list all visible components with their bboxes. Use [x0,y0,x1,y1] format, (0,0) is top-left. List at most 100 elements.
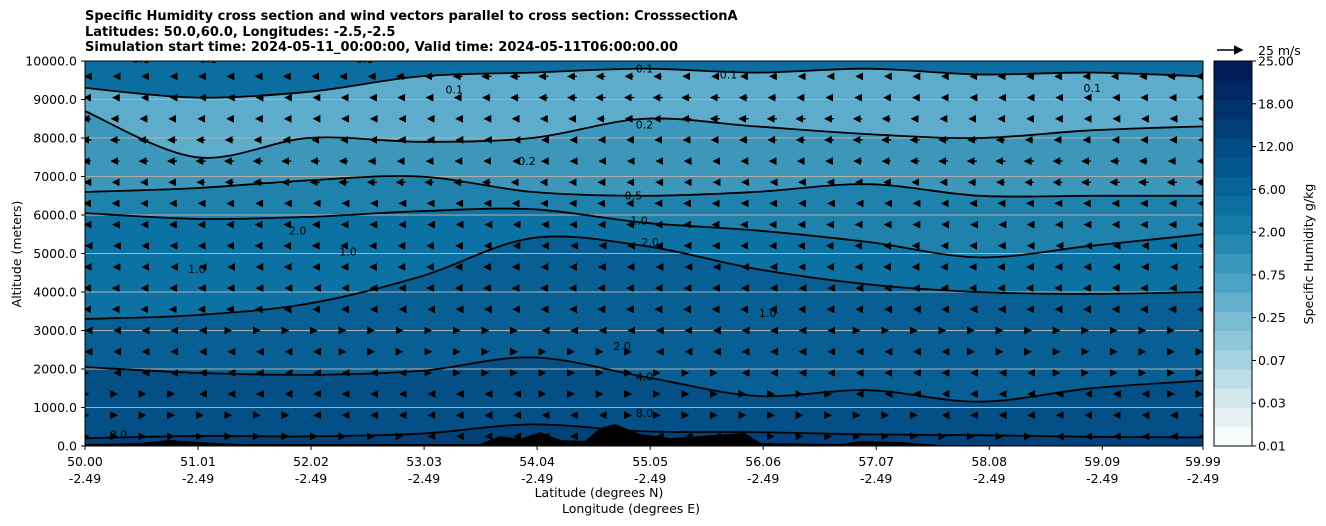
contour-label: 0.5 [625,190,643,203]
x-tick-label-lon: -2.49 [521,471,553,486]
contour-label: 0.1 [132,53,150,66]
title-line-2: Latitudes: 50.0,60.0, Longitudes: -2.5,-… [85,24,396,40]
contour-label: 1.0 [759,307,777,320]
colorbar-swatch [1214,118,1252,139]
contour-line-1.0 [85,207,1203,259]
y-tick-label: 9000.0 [33,92,77,107]
y-tick-label: 6000.0 [33,208,77,223]
contour-line-0.1 [85,67,1203,99]
contour-line-4.0 [85,356,1203,403]
colorbar-swatch [1214,272,1252,293]
colorbar-tick-label: 18.00 [1258,96,1294,111]
contour-line-0.2 [85,110,1203,159]
contour-line-8.0 [85,423,1203,440]
chart-title: Specific Humidity cross section and wind… [85,9,738,56]
colorbar-swatch [1214,80,1252,100]
title-line-1: Specific Humidity cross section and wind… [85,9,738,24]
x-tick-label-lat: 53.03 [406,454,442,469]
x-tick-label-lat: 59.09 [1084,454,1120,469]
x-tick-label-lon: -2.49 [295,471,327,486]
colorbar-swatch [1214,330,1252,351]
band-below-4.0 [85,357,1203,446]
colorbar-frame [1213,60,1253,447]
colorbar-tick-label: 2.00 [1258,225,1286,240]
y-tick-label: 3000.0 [33,323,77,338]
colorbar-swatch [1214,215,1252,235]
colorbar-tick-label: 0.01 [1258,439,1286,454]
quiver-key-label: 25 m/s [1258,43,1301,58]
contour-label: 1.0 [630,215,648,228]
contour-label: 2.0 [613,340,631,353]
x-tick-label-lon: -2.49 [860,471,892,486]
y-axis-label: Altitude (meters) [9,201,24,308]
y-tick-label: 8000.0 [33,131,77,146]
colorbar-swatch [1214,253,1252,274]
contour-label: 0.1 [199,53,217,66]
colorbar-tick-label: 12.00 [1258,139,1294,154]
colorbar-swatch [1214,61,1252,81]
colorbar-tick-label: 25.00 [1258,54,1294,69]
colorbar-swatch [1214,426,1252,447]
colorbar-tick-label: 0.07 [1258,353,1286,368]
contour-label: 0.2 [636,118,654,131]
x-axis-label-longitude: Longitude (degrees E) [562,501,700,516]
x-tick-label-lon: -2.49 [1086,471,1118,486]
colorbar-swatch [1214,234,1252,254]
quiver-key: 25 m/s [1217,43,1301,58]
contour-label: 0.1 [636,63,654,76]
y-tick-label: 7000.0 [33,169,77,184]
colorbar-swatch [1214,388,1252,408]
colorbar-swatch [1214,292,1252,312]
colorbar: 0.01 0.03 0.07 0.25 0.75 2.00 6.00 12.00 18.00 25… [1213,54,1294,454]
colorbar-swatch [1214,157,1252,177]
x-tick-label-lon: -2.49 [1187,471,1219,486]
y-tick-label: 5000.0 [33,246,77,261]
colorbar-swatch [1214,369,1252,389]
contour-label: 0.2 [518,155,536,168]
contour-label: 0.1 [446,84,464,97]
grid [85,99,1203,408]
colorbar-swatch [1214,349,1252,370]
contour-label: 8.0 [110,428,128,441]
y-tick-label: 0.0 [57,439,77,454]
x-tick-label-lon: -2.49 [69,471,101,486]
contour-label: 2.0 [289,224,307,237]
axes: 0.0 1000.0 2000.0 3000.0 4000.0 5000.0 6000.0 7… [25,54,1221,487]
colorbar-swatch [1214,407,1252,428]
colorbar-tick-label: 0.25 [1258,310,1286,325]
contour-label: 0.1 [356,53,374,66]
contour-line-0.5 [85,175,1203,198]
contour-lines [85,67,1203,440]
contour-label: 0.1 [1083,82,1101,95]
x-tick-label-lon: -2.49 [408,471,440,486]
colorbar-swatch [1214,311,1252,331]
y-tick-label: 1000.0 [33,400,77,415]
y-tick-label: 4000.0 [33,285,77,300]
x-tick-label-lat: 58.08 [971,454,1007,469]
x-tick-label-lat: 52.02 [293,454,329,469]
colorbar-tick-label: 6.00 [1258,182,1286,197]
x-tick-label-lon: -2.49 [634,471,666,486]
contour-label: 8.0 [636,407,654,420]
contour-label: 1.0 [339,245,357,258]
wind-vectors [85,72,1203,441]
x-tick-label-lon: -2.49 [747,471,779,486]
x-tick-label-lat: 55.05 [632,454,668,469]
x-tick-label-lat: 57.07 [858,454,894,469]
x-tick-label-lat: 56.06 [745,454,781,469]
y-tick-label: 2000.0 [33,362,77,377]
x-tick-label-lon: -2.49 [182,471,214,486]
contour-label: 1.0 [188,263,206,276]
colorbar-label: Specific Humidity g/kg [1301,184,1316,325]
x-tick-label-lat: 54.04 [519,454,555,469]
colorbar-swatch [1214,195,1252,216]
terrain [85,424,1203,446]
contour-labels: 0.1 0.1 0.1 0.1 0.1 0.1 0.1 0.2 0.2 0.5 1.0 1.0 1.0 1… [110,53,1101,441]
x-axis-label-latitude: Latitude (degrees N) [535,485,664,500]
x-tick-label-lat: 59.99 [1185,454,1221,469]
colorbar-tick-label: 0.75 [1258,267,1286,282]
colorbar-tick-label: 0.03 [1258,396,1286,411]
colorbar-swatch [1214,138,1252,158]
title-line-3: Simulation start time: 2024-05-11_00:00:… [85,40,678,55]
